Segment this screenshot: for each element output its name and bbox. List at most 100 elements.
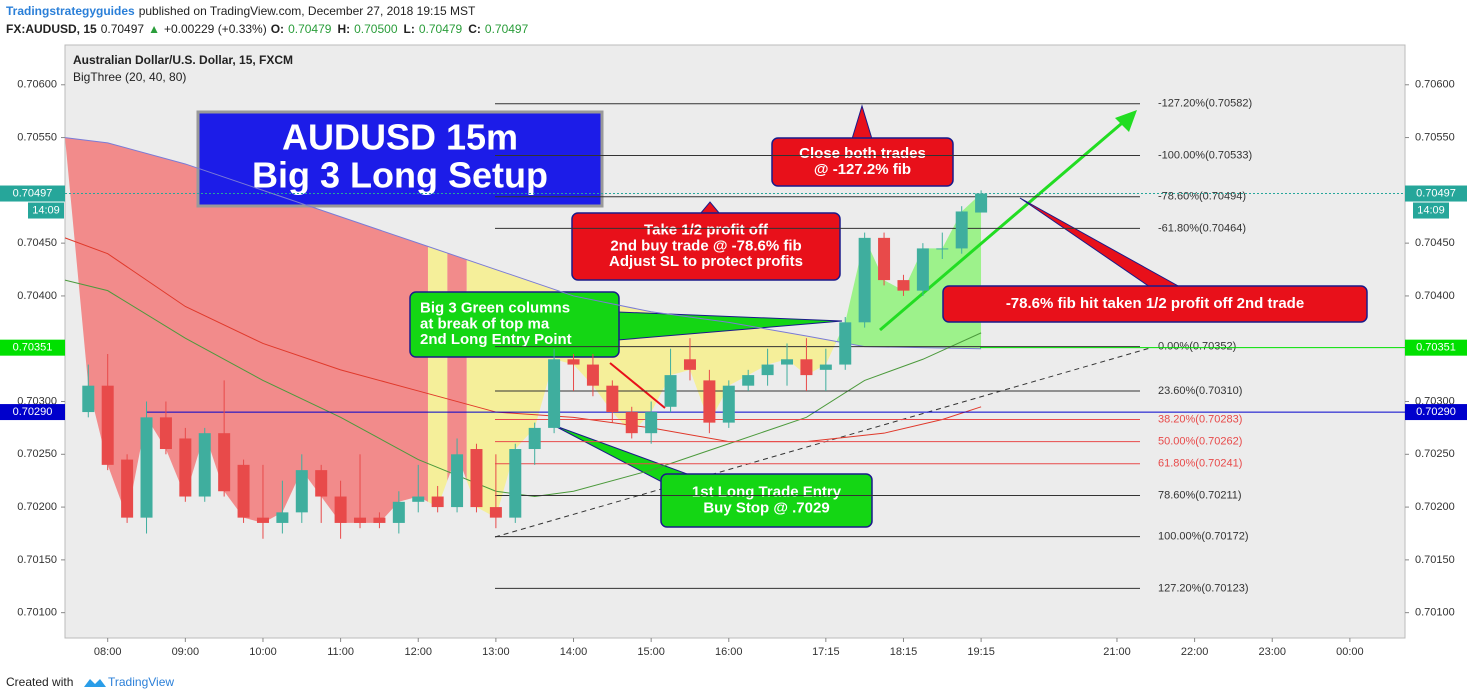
candle-body — [237, 464, 250, 518]
ohlc: 0.70497 — [485, 22, 529, 36]
annotation-text: Big 3 Long Setup — [252, 154, 548, 195]
annotation-box — [196, 110, 604, 208]
candle-body — [82, 385, 95, 413]
footer-created: Created with — [6, 675, 73, 689]
x-tick-label: 11:00 — [327, 646, 354, 658]
ohlc: 0.70479 — [419, 22, 463, 36]
candle-body — [431, 496, 444, 508]
candle-body — [664, 375, 677, 407]
x-tick-label: 14:00 — [560, 646, 588, 658]
arrow-head — [1115, 110, 1137, 132]
candle-body — [121, 459, 134, 518]
x-tick-label: 15:00 — [637, 646, 665, 658]
candle-body — [839, 322, 852, 365]
candle-body — [392, 501, 405, 523]
candle-body — [683, 359, 696, 370]
candle-body — [140, 417, 153, 518]
footer-brand[interactable]: TradingView — [108, 675, 174, 689]
y-tick-label: 0.70450 — [1415, 237, 1455, 249]
candle-body — [451, 454, 464, 508]
candle-body — [800, 359, 813, 376]
annotation-box — [409, 291, 620, 358]
candle-body — [975, 193, 988, 213]
annotation-text: Big 3 Green columns — [420, 300, 570, 317]
countdown-tag — [28, 202, 64, 219]
y-tick-label: 0.70400 — [1415, 290, 1455, 302]
candle-body — [703, 380, 716, 423]
candle-body — [354, 517, 367, 523]
candle-body — [645, 412, 658, 434]
candle-body — [489, 507, 502, 518]
candle-body — [567, 359, 580, 365]
last: 0.70497 — [101, 22, 145, 36]
price-tag-label: 0.70351 — [13, 342, 53, 354]
x-tick-label: 10:00 — [249, 646, 277, 658]
annotation-text: Buy Stop @ .7029 — [703, 499, 829, 516]
x-tick-label: 21:00 — [1103, 646, 1131, 658]
ohlc: 0.70479 — [288, 22, 332, 36]
candle-body — [606, 385, 619, 413]
annotation-text: Close both trades — [799, 145, 926, 162]
fib-label: 127.20%(0.70123) — [1158, 582, 1249, 594]
ohlc: C: — [468, 22, 481, 36]
candle-body — [761, 364, 774, 376]
author[interactable]: Tradingstrategyguides — [6, 4, 135, 18]
candle-body — [878, 237, 891, 281]
price-tag-label: 0.70497 — [13, 187, 53, 199]
y-tick-label: 0.70250 — [1415, 448, 1455, 460]
price-tag — [0, 339, 65, 356]
chart-subtitle: BigThree (20, 40, 80) — [73, 70, 186, 84]
moving-average — [64, 237, 982, 443]
moving-average — [64, 279, 982, 498]
x-tick-label: 00:00 — [1336, 646, 1364, 658]
candle-body — [412, 496, 425, 502]
y-tick-label: 0.70150 — [17, 554, 57, 566]
candle-body — [916, 248, 929, 291]
ohlc: L: — [404, 22, 415, 36]
y-tick-label: 0.70200 — [17, 501, 57, 513]
fib-label: -78.60%(0.70494) — [1158, 191, 1246, 203]
fib-label: -127.20%(0.70582) — [1158, 98, 1252, 110]
y-tick-label: 0.70250 — [17, 448, 57, 460]
candle-body — [548, 359, 561, 428]
x-tick-label: 08:00 — [94, 646, 122, 658]
candle-body — [256, 517, 269, 523]
logo — [84, 679, 106, 687]
candle-body — [897, 280, 910, 291]
ohlc: 0.70500 — [354, 22, 398, 36]
candle-body — [295, 470, 308, 513]
x-tick-label: 17:15 — [812, 646, 840, 658]
fib-label: 23.60%(0.70310) — [1158, 385, 1242, 397]
candle-body — [276, 512, 289, 523]
fib-label: 0.00%(0.70352) — [1158, 341, 1236, 353]
price-tag — [1405, 404, 1467, 421]
annotation-text: -78.6% fib hit taken 1/2 profit off 2nd … — [1006, 295, 1304, 312]
x-tick-label: 18:15 — [890, 646, 918, 658]
candle-body — [955, 211, 968, 249]
annotation-text: at break of top ma — [420, 315, 550, 332]
candle-body — [218, 433, 231, 492]
y-tick-label: 0.70600 — [17, 79, 57, 91]
x-tick-label: 16:00 — [715, 646, 743, 658]
annotation-text: 2nd buy trade @ -78.6% fib — [610, 237, 801, 254]
price-tag — [0, 404, 65, 421]
y-tick-label: 0.70150 — [1415, 554, 1455, 566]
fib-label: 78.60%(0.70211) — [1158, 489, 1242, 501]
price-tag-label: 0.70290 — [13, 406, 53, 418]
annotation-box — [942, 285, 1368, 323]
candle-body — [470, 449, 483, 508]
price-tag — [1405, 185, 1467, 202]
x-tick-label: 23:00 — [1258, 646, 1286, 658]
annotation-text: Take 1/2 profit off — [644, 222, 769, 239]
candle-body — [179, 438, 192, 497]
candle-body — [198, 433, 211, 497]
y-tick-label: 0.70100 — [17, 607, 57, 619]
ohlc: O: — [271, 22, 284, 36]
annotation-box — [571, 212, 841, 281]
pointer-arrow — [609, 362, 666, 409]
candle-body — [159, 417, 172, 450]
candle-body — [936, 248, 949, 250]
candle-body — [101, 385, 114, 465]
annotation-box — [660, 473, 873, 528]
